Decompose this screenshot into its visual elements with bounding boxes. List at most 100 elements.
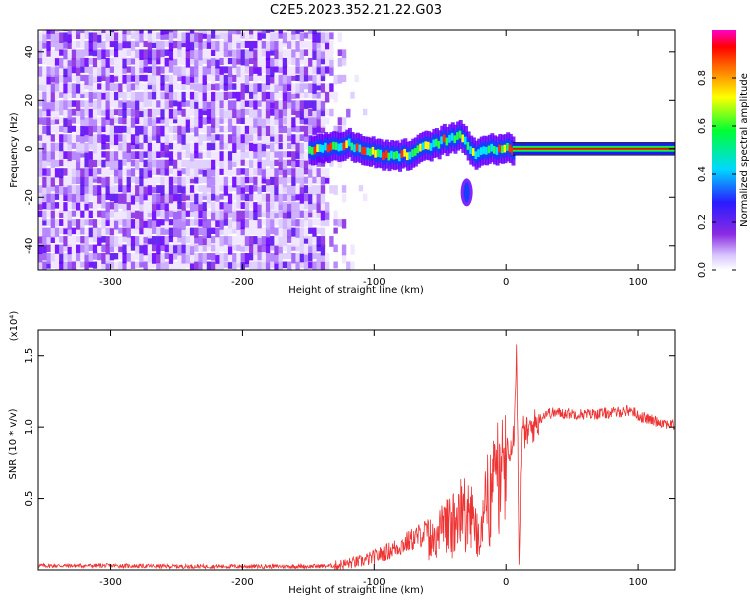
noise-cell (202, 159, 207, 170)
noise-cell (198, 185, 203, 192)
noise-cell (173, 142, 178, 151)
noise-cell (257, 108, 262, 118)
noise-cell (215, 134, 220, 141)
noise-cell (198, 261, 203, 270)
noise-cell (84, 32, 89, 39)
noise-cell (168, 108, 174, 119)
noise-cell (84, 100, 89, 111)
noise-cell (257, 57, 262, 68)
noise-cell (147, 30, 153, 34)
noise-cell (270, 168, 275, 177)
noise-cell (211, 168, 216, 177)
noise-cell (46, 32, 51, 40)
noise-cell (181, 142, 186, 151)
noise-cell (286, 227, 292, 239)
noise-cell (156, 219, 161, 227)
noise-cell (329, 91, 334, 100)
noise-cell (164, 66, 170, 74)
noise-cell (84, 236, 89, 246)
noise-cell (278, 227, 283, 238)
noise-cell (282, 57, 288, 68)
noise-cell (105, 49, 110, 58)
noise-cell (105, 125, 110, 136)
noise-cell (63, 91, 68, 101)
noise-cell (92, 253, 98, 260)
noise-cell (211, 117, 216, 128)
noise-cell (181, 134, 186, 145)
noise-cell (189, 236, 195, 247)
noise-cell (54, 202, 60, 209)
noise-cell (202, 108, 207, 116)
noise-cell (42, 74, 47, 86)
noise-cell (211, 151, 216, 159)
noise-cell (249, 142, 254, 152)
noise-cell (46, 100, 51, 110)
noise-cell (299, 74, 305, 83)
noise-cell (299, 117, 305, 125)
noise-cell (59, 142, 64, 152)
ridge-core (416, 145, 420, 154)
noise-cell (329, 83, 334, 92)
noise-cell (320, 219, 326, 227)
noise-cell (38, 40, 43, 50)
noise-cell (219, 74, 224, 86)
noise-cell (265, 185, 271, 192)
noise-cell (215, 176, 220, 188)
noise-cell (92, 193, 98, 203)
noise-cell (295, 185, 300, 195)
noise-cell (147, 202, 153, 214)
noise-cell (232, 66, 237, 74)
ridge-core (474, 151, 478, 160)
noise-cell (46, 202, 51, 210)
noise-cell (126, 185, 132, 193)
noise-cell (118, 244, 123, 253)
noise-cell (109, 57, 115, 66)
noise-cell (194, 227, 199, 238)
noise-cell (63, 125, 68, 134)
noise-cell (274, 151, 279, 158)
noise-cell (160, 117, 165, 124)
noise-cell (320, 91, 326, 102)
noise-cell (249, 125, 254, 135)
noise-cell (253, 185, 258, 192)
noise-cell (189, 244, 195, 256)
noise-cell (341, 74, 347, 83)
noise-cell (194, 32, 199, 42)
noise-cell (181, 74, 186, 85)
noise-cell (168, 134, 174, 144)
noise-cell (147, 219, 153, 229)
noise-cell (219, 134, 224, 145)
noise-cell (249, 49, 254, 59)
noise-cell (50, 159, 56, 169)
noise-cell (126, 49, 132, 57)
noise-cell (261, 210, 267, 217)
noise-cell (286, 168, 292, 176)
noise-cell (67, 142, 72, 151)
noise-cell (118, 134, 123, 142)
noise-cell (67, 210, 72, 221)
noise-cell (84, 253, 89, 263)
noise-cell (42, 30, 47, 35)
noise-cell (105, 219, 110, 227)
noise-cell (253, 108, 258, 119)
ridge-core (395, 151, 399, 159)
noise-cell (299, 57, 305, 65)
noise-cell (223, 91, 229, 101)
noise-cell (50, 202, 56, 210)
noise-cell (295, 168, 300, 178)
noise-cell (308, 261, 313, 269)
noise-cell (308, 100, 313, 109)
noise-cell (299, 168, 305, 178)
noise-cell (181, 227, 186, 236)
noise-cell (143, 108, 148, 117)
noise-cell (173, 57, 178, 66)
noise-cell (97, 253, 102, 261)
noise-cell (160, 176, 165, 185)
noise-cell (270, 74, 275, 84)
noise-cell (126, 176, 132, 187)
noise-cell (249, 159, 254, 168)
noise-cell (299, 219, 305, 228)
noise-cell (253, 151, 258, 159)
noise-cell (202, 30, 207, 34)
noise-cell (244, 117, 250, 125)
